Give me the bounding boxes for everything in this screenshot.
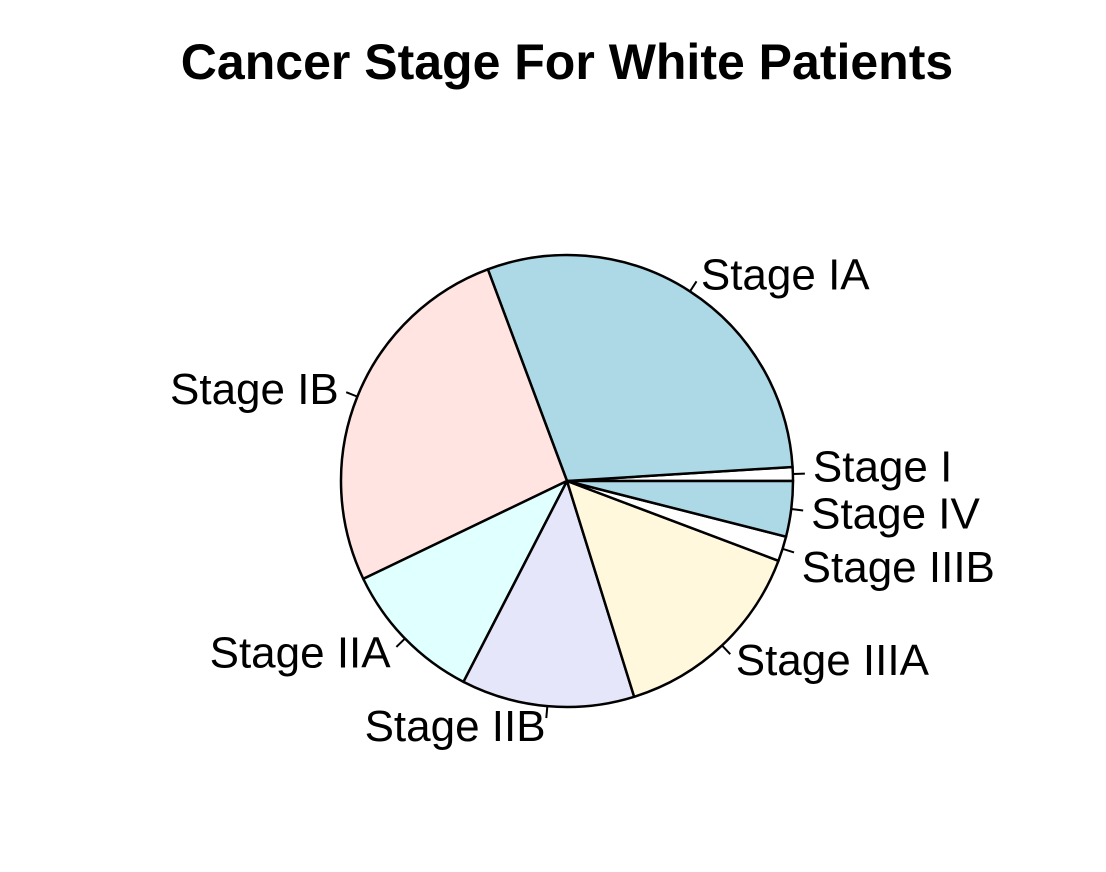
label-stage-ia: Stage IA <box>701 251 870 300</box>
slice-stage-iiia <box>565 479 780 699</box>
leader-stage-ia <box>689 280 698 292</box>
label-stage-iib: Stage IIB <box>365 702 546 751</box>
chart-title: Cancer Stage For White Patients <box>181 34 953 90</box>
slice-stage-iv <box>565 479 795 538</box>
label-stage-iia: Stage IIA <box>210 629 392 678</box>
slice-stage-ia <box>486 253 794 483</box>
leader-stage-iib <box>545 706 549 719</box>
leader-stage-ib <box>345 391 358 398</box>
label-stage-iiib: Stage IIIB <box>802 543 995 592</box>
leader-stage-iiib <box>782 547 795 554</box>
label-stage-iv: Stage IV <box>811 490 980 539</box>
leader-stage-iiia <box>721 644 731 655</box>
pie-slices <box>339 253 795 709</box>
pie-labels: Stage I Stage IA Stage IB Stage IIA Stage II… <box>170 251 995 751</box>
leader-stage-iia <box>395 637 406 648</box>
leader-stage-iv <box>791 508 804 512</box>
label-stage-ib: Stage IB <box>170 365 339 414</box>
slice-stage-iib <box>462 479 636 709</box>
label-stage-iiia: Stage IIIA <box>736 636 930 685</box>
pie-leader-lines <box>345 280 805 719</box>
label-stage-i: Stage I <box>813 442 952 491</box>
